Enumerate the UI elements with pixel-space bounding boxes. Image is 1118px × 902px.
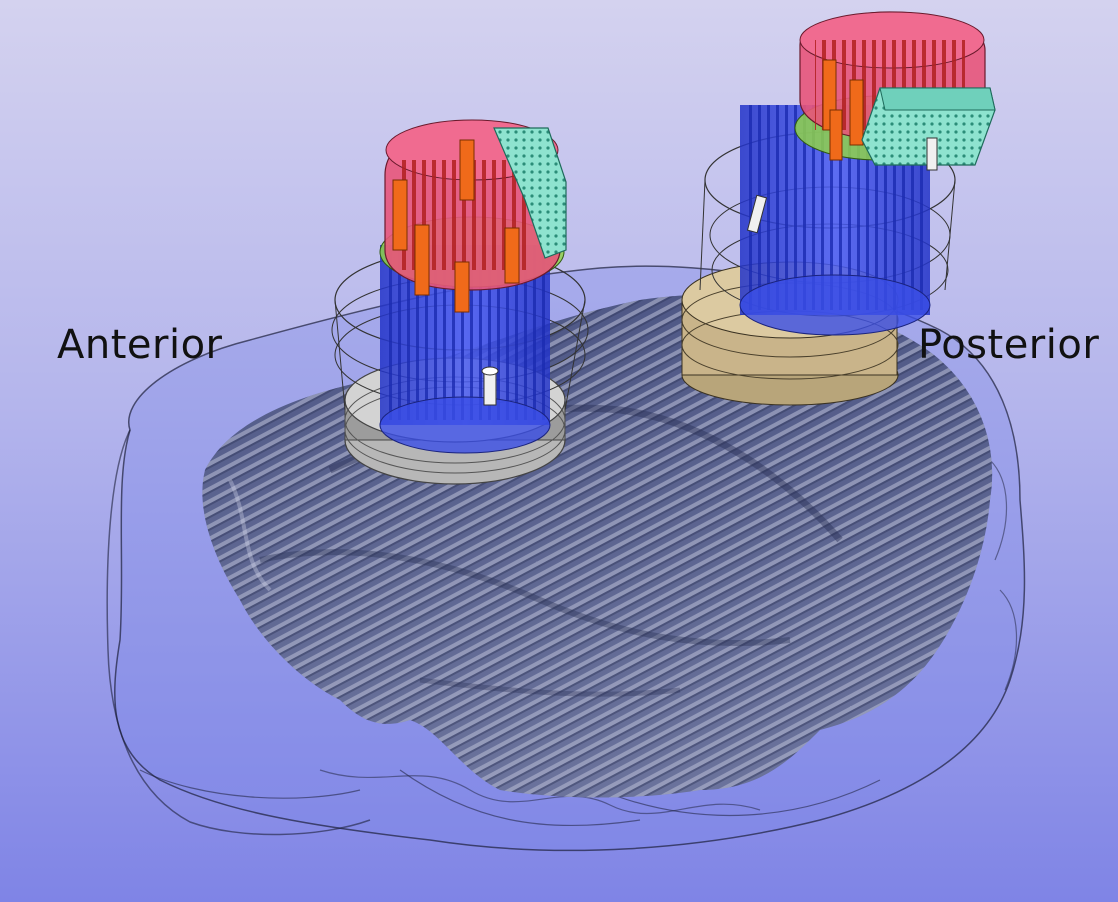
posterior-label: Posterior [918, 322, 1100, 368]
anterior-implant-icon [331, 119, 589, 485]
anterior-label: Anterior [57, 322, 223, 368]
posterior-implant-icon [681, 11, 996, 406]
